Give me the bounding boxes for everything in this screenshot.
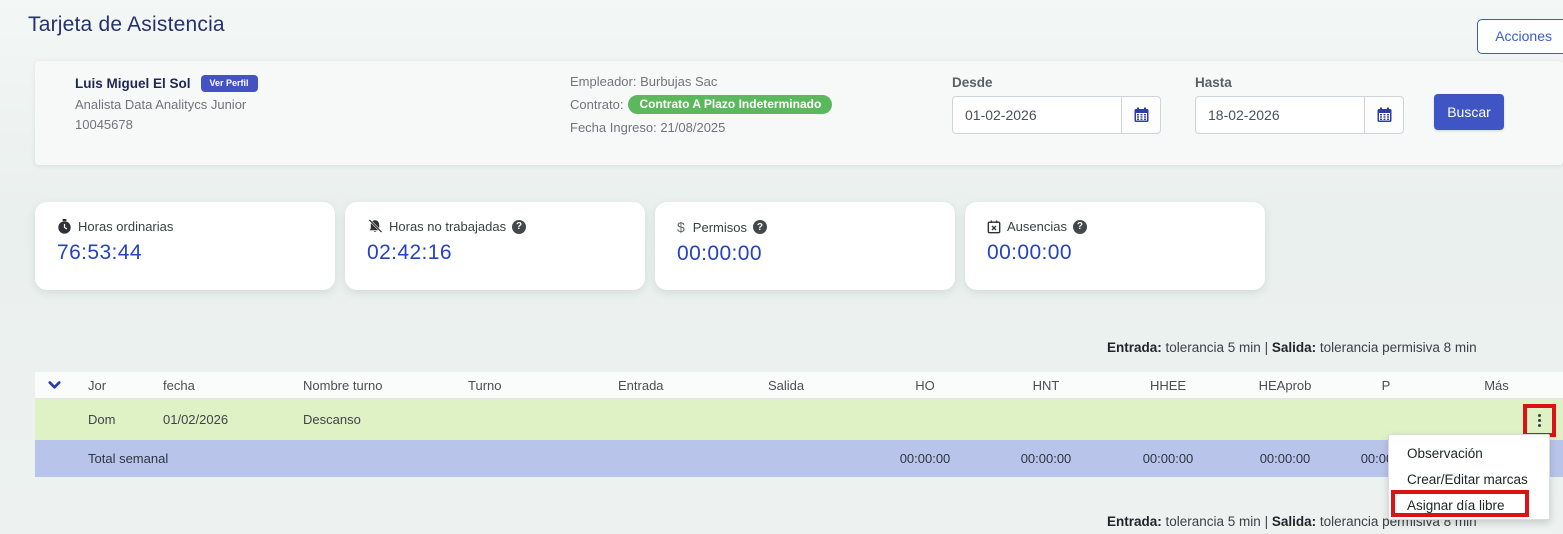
- calendar-x-icon: [987, 220, 1001, 233]
- card-permisos: $ Permisos ? 00:00:00: [655, 202, 955, 290]
- employer-line: Empleador: Burbujas Sac: [570, 74, 718, 89]
- col-header-hnt: HNT: [1032, 377, 1060, 393]
- chevron-down-icon: [48, 380, 61, 389]
- collapse-chevron-cell[interactable]: [35, 380, 80, 390]
- start-date-line: Fecha Ingreso: 21/08/2025: [570, 120, 726, 135]
- total-ho: 00:00:00: [899, 451, 951, 466]
- to-date-group: [1195, 96, 1404, 134]
- table-row-total-semanal: Total semanal 00:00:00 00:00:00 00:00:00…: [35, 440, 1563, 477]
- contract-type-badge: Contrato A Plazo Indeterminado: [628, 95, 833, 114]
- stat-label: Permisos: [692, 219, 747, 235]
- calendar-icon: [1134, 107, 1148, 122]
- table-row-descanso[interactable]: Dom 01/02/2026 Descanso: [35, 399, 1563, 440]
- search-button[interactable]: Buscar: [1434, 94, 1504, 130]
- card-horas-no-trabajadas: Horas no trabajadas ? 02:42:16: [345, 202, 645, 290]
- attendance-table: Jor fecha Nombre turno Turno Entrada Sal…: [35, 372, 1563, 477]
- tolerance-note-top: Entrada: tolerancia 5 min | Salida: tole…: [1107, 340, 1477, 355]
- col-header-heaprob: HEAprob: [1258, 377, 1312, 393]
- to-date-input[interactable]: [1195, 96, 1364, 134]
- from-date-group: [952, 96, 1161, 134]
- employee-info-panel: Luis Miguel El Sol Ver Perfil Analista D…: [35, 61, 1563, 165]
- from-date-label: Desde: [952, 75, 993, 90]
- employee-id: 10045678: [75, 117, 133, 132]
- col-header-mas: Más: [1484, 377, 1509, 393]
- calendar-icon: [1377, 107, 1391, 122]
- from-date-input[interactable]: [952, 96, 1121, 134]
- table-header-row: Jor fecha Nombre turno Turno Entrada Sal…: [35, 372, 1563, 399]
- entry-label: Entrada:: [1107, 340, 1162, 355]
- col-header-ho: HO: [915, 377, 935, 393]
- stat-value: 00:00:00: [987, 241, 1072, 264]
- exit-label: Salida:: [1271, 514, 1317, 529]
- total-hnt: 00:00:00: [1020, 451, 1072, 466]
- row-context-menu: Observación Crear/Editar marcas Asignar …: [1388, 434, 1550, 520]
- row-actions-kebab-icon[interactable]: [1538, 414, 1541, 427]
- stat-label: Horas no trabajadas: [389, 219, 507, 234]
- col-header-turno: Turno: [468, 377, 502, 393]
- annotation-box-kebab: [1523, 404, 1556, 437]
- to-date-calendar-button[interactable]: [1364, 96, 1404, 134]
- separator: |: [1264, 514, 1272, 529]
- total-label: Total semanal: [88, 451, 169, 466]
- help-icon[interactable]: ?: [1072, 219, 1087, 234]
- entry-text: tolerancia 5 min: [1161, 514, 1265, 529]
- to-date-label: Hasta: [1195, 75, 1232, 90]
- cell-fecha: 01/02/2026: [163, 412, 229, 427]
- separator: |: [1264, 340, 1272, 355]
- exit-label: Salida:: [1271, 340, 1317, 355]
- col-header-hhee: HHEE: [1149, 377, 1187, 393]
- view-profile-button[interactable]: Ver Perfil: [200, 75, 258, 92]
- menu-item-observacion[interactable]: Observación: [1407, 446, 1483, 461]
- col-header-nombre-turno: Nombre turno: [303, 377, 383, 393]
- stat-label: Horas ordinarias: [78, 219, 174, 234]
- stopwatch-icon: [58, 219, 71, 234]
- contract-block: Empleador: Burbujas Sac Contrato: Contra…: [570, 74, 833, 141]
- from-date-calendar-button[interactable]: [1121, 96, 1161, 134]
- col-header-p: P: [1381, 377, 1391, 393]
- col-header-fecha: fecha: [163, 377, 195, 393]
- contract-label: Contrato:: [570, 97, 624, 112]
- total-hhee: 00:00:00: [1142, 451, 1194, 466]
- help-icon[interactable]: ?: [512, 219, 527, 234]
- col-header-entrada: Entrada: [618, 377, 664, 393]
- page-title: Tarjeta de Asistencia: [28, 13, 225, 36]
- stat-cards: Horas ordinarias 76:53:44 Horas no traba…: [35, 202, 1265, 290]
- cell-jor: Dom: [88, 412, 116, 427]
- col-header-jor: Jor: [88, 377, 107, 393]
- dollar-icon: $: [677, 219, 685, 235]
- total-heaprob: 00:00:00: [1259, 451, 1311, 466]
- alarm-off-icon: [368, 219, 383, 233]
- col-header-salida: Salida: [768, 377, 805, 393]
- stat-value: 00:00:00: [677, 242, 762, 265]
- entry-text: tolerancia 5 min: [1161, 340, 1265, 355]
- employee-position: Analista Data Analitycs Junior: [75, 97, 247, 112]
- exit-text: tolerancia permisiva 8 min: [1316, 340, 1477, 355]
- menu-item-asignar-dia-libre[interactable]: Asignar día libre: [1407, 498, 1505, 513]
- card-horas-ordinarias: Horas ordinarias 76:53:44: [35, 202, 335, 290]
- entry-label: Entrada:: [1107, 514, 1162, 529]
- stat-value: 76:53:44: [57, 241, 142, 264]
- cell-nombre-turno: Descanso: [303, 412, 361, 427]
- employee-name: Luis Miguel El Sol: [75, 76, 191, 91]
- actions-button[interactable]: Acciones: [1477, 19, 1563, 54]
- help-icon[interactable]: ?: [752, 220, 767, 234]
- card-ausencias: Ausencias ? 00:00:00: [965, 202, 1265, 290]
- stat-value: 02:42:16: [367, 241, 452, 264]
- menu-item-crear-editar-marcas[interactable]: Crear/Editar marcas: [1407, 472, 1528, 487]
- employee-block: Luis Miguel El Sol Ver Perfil Analista D…: [75, 75, 258, 132]
- stat-label: Ausencias: [1007, 219, 1067, 234]
